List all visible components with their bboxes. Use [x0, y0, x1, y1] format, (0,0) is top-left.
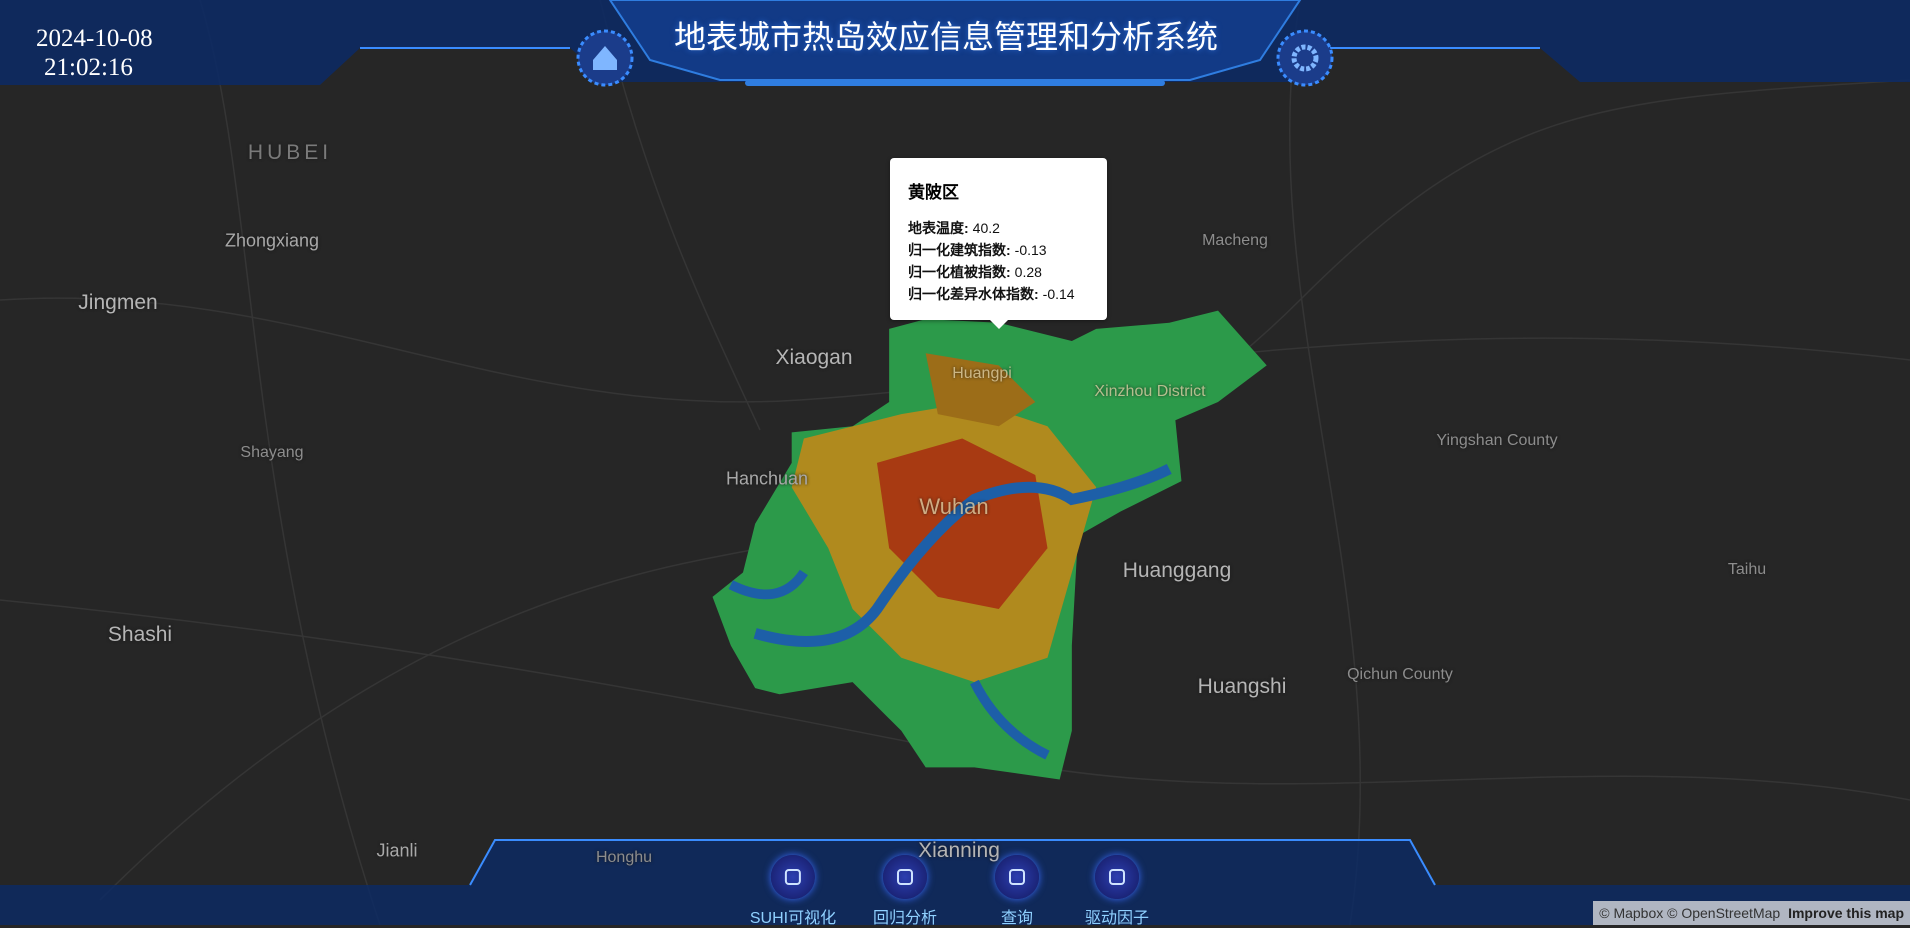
nav-label: 回归分析	[872, 910, 938, 927]
field-value: 40.2	[972, 220, 1000, 236]
map-label: Huangpi	[952, 365, 1012, 382]
attribution-osm[interactable]: © OpenStreetMap	[1667, 905, 1781, 921]
page-title: 地表城市热岛效应信息管理和分析系统	[673, 19, 1219, 55]
map-label: Xiaogan	[775, 346, 853, 369]
nav-label: 查询	[1000, 910, 1033, 927]
field-value: -0.14	[1042, 286, 1075, 302]
attribution: © Mapbox © OpenStreetMap Improve this ma…	[1593, 901, 1910, 925]
icon-glyph	[1108, 869, 1125, 885]
map-label: Huanggang	[1122, 559, 1232, 582]
info-popup: 黄陂区 地表温度: 40.2 归一化建筑指数: -0.13 归一化植被指数: 0.28 归一…	[890, 158, 1107, 329]
icon-glyph	[784, 869, 801, 885]
field-label: 归一化差异水体指数:	[908, 286, 1039, 302]
map-label: Qichun County	[1347, 666, 1453, 683]
header	[0, 0, 1910, 86]
popup-field: 归一化植被指数: 0.28	[908, 261, 1089, 283]
attribution-mapbox[interactable]: © Mapbox	[1599, 905, 1664, 921]
home-button[interactable]	[576, 29, 634, 87]
nav-item[interactable]: 驱动因子	[1085, 855, 1149, 928]
nav-label: 驱动因子	[1084, 910, 1150, 927]
time: 21:02:16	[44, 54, 133, 81]
wuhan-heat-layer	[712, 310, 1267, 780]
popup-field: 归一化差异水体指数: -0.14	[908, 283, 1089, 305]
nav-icon	[995, 855, 1039, 899]
icon-glyph	[1009, 869, 1025, 885]
map-label: Xinzhou District	[1094, 383, 1206, 400]
field-value: -0.13	[1014, 242, 1047, 258]
field-value: 0.28	[1014, 264, 1042, 280]
popup-field: 地表温度: 40.2	[908, 217, 1089, 239]
map-label: Jianli	[376, 840, 418, 861]
popup-field: 归一化建筑指数: -0.13	[908, 239, 1089, 261]
nav-item[interactable]: 查询	[995, 855, 1039, 928]
nav-icon	[770, 855, 815, 899]
field-label: 归一化植被指数:	[908, 264, 1011, 280]
improve-map-link[interactable]: Improve this map	[1788, 905, 1904, 921]
map-label: Huangshi	[1197, 675, 1287, 698]
map-label: Hanchuan	[725, 468, 809, 489]
popup-fields: 地表温度: 40.2 归一化建筑指数: -0.13 归一化植被指数: 0.28 归一化差异水…	[908, 217, 1089, 305]
map-label: Zhongxiang	[224, 230, 320, 251]
clock: 2024-10-08 21:02:16	[36, 24, 153, 82]
map-label: Wuhan	[919, 494, 989, 519]
map-label: HUBEI	[247, 141, 333, 164]
map-label: Macheng	[1202, 232, 1268, 249]
field-label: 地表温度:	[908, 220, 969, 236]
nav-item[interactable]: 回归分析	[873, 855, 937, 928]
popup-title: 黄陂区	[908, 183, 959, 202]
map-label: Shayang	[240, 444, 304, 461]
map-label: Honghu	[595, 849, 653, 866]
nav-label: SUHI可视化	[749, 910, 837, 927]
map-label: Yingshan County	[1436, 432, 1558, 449]
nav-icon	[1094, 855, 1139, 899]
settings-button[interactable]	[1276, 29, 1334, 87]
nav-icon	[882, 855, 927, 899]
map-label: Shashi	[107, 623, 173, 646]
nav-item[interactable]: SUHI可视化	[750, 855, 836, 928]
icon-glyph	[896, 869, 913, 885]
map-label: Jingmen	[78, 291, 158, 314]
date: 2024-10-08	[36, 25, 153, 52]
field-label: 归一化建筑指数:	[908, 242, 1011, 258]
footer	[0, 839, 1910, 925]
map-label: Xianning	[918, 839, 1000, 862]
map-label: Taihu	[1727, 561, 1767, 578]
